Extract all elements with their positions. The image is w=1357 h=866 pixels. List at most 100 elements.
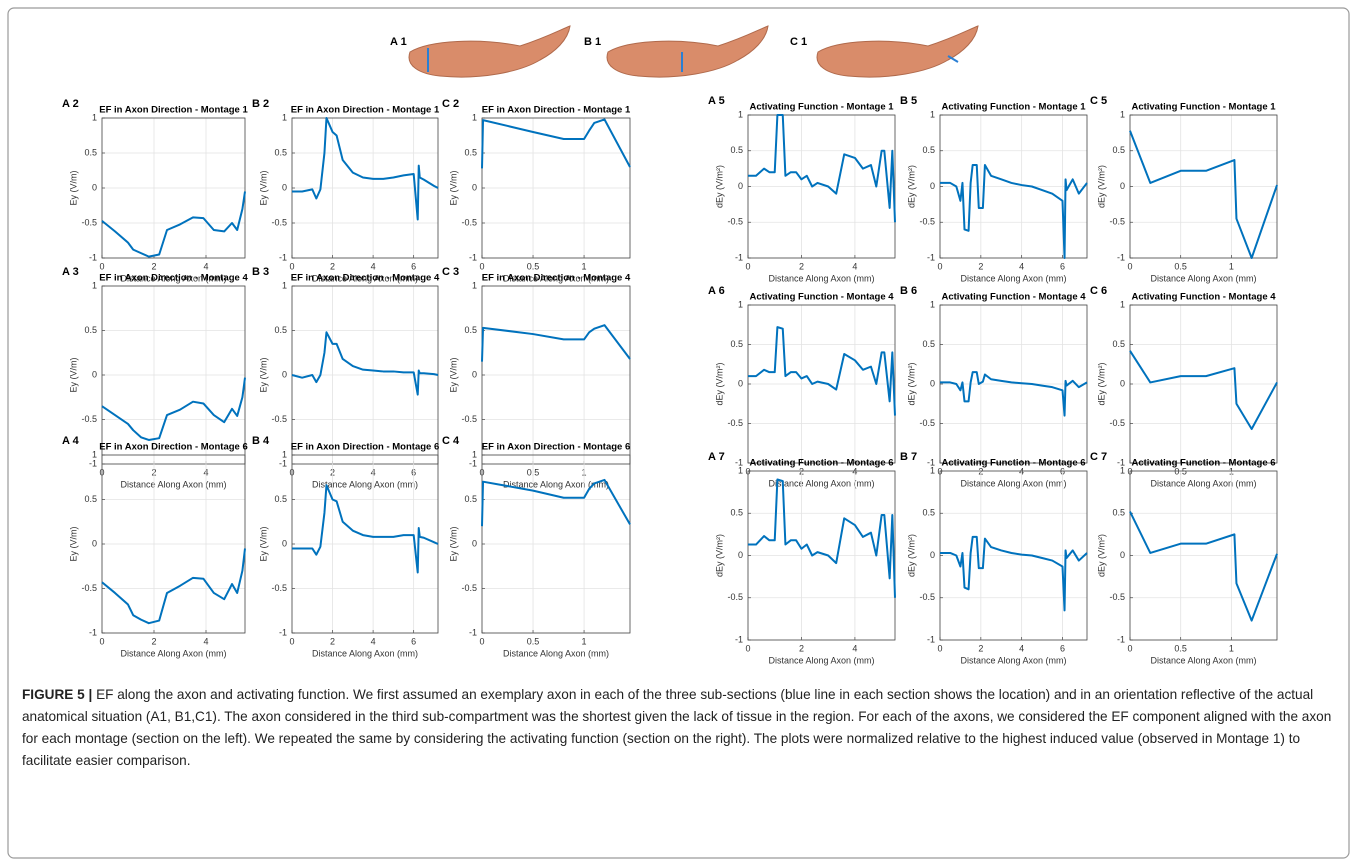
y-tick-label: 0 [472,182,477,192]
plot-frame [747,114,896,259]
x-tick-label: 4 [1019,643,1024,653]
y-tick-label: -0.5 [271,583,287,593]
y-tick-label: 1 [738,465,743,475]
x-tick-label: 0 [99,261,104,271]
x-axis-label: Distance Along Axon (mm) [503,479,609,489]
y-tick-label: -1 [89,627,97,637]
x-axis-label: Distance Along Axon (mm) [768,655,874,665]
caption-text: EF along the axon and activating functio… [22,687,1332,768]
data-line [748,114,896,223]
x-tick-label: 2 [151,261,156,271]
x-tick-label: 6 [1060,643,1065,653]
panel-label: C 3 [442,266,459,278]
y-tick-label: 1 [930,299,935,309]
y-axis-label: Ey (V/m) [448,357,458,392]
x-tick-label: 6 [411,261,416,271]
panel-label: C 6 [1090,285,1107,297]
x-tick-label: 4 [1019,261,1024,271]
y-tick-label: -0.5 [727,418,743,428]
image-label: A 1 [390,36,407,48]
y-tick-label: 1 [738,299,743,309]
plot-frame [939,114,1088,259]
x-tick-label: 1 [1229,261,1234,271]
x-tick-label: 4 [371,636,376,646]
x-tick-label: 2 [978,643,983,653]
y-tick-label: -1 [469,458,477,468]
y-tick-label: 1 [930,109,935,119]
y-axis-label: dEy (V/m²) [714,165,724,208]
x-tick-label: 0.5 [1174,261,1187,271]
data-line [940,164,1088,259]
y-tick-label: 0 [92,182,97,192]
y-tick-label: 0 [92,538,97,548]
y-tick-label: 0 [472,538,477,548]
y-tick-label: -1 [279,458,287,468]
y-tick-label: -0.5 [81,414,97,424]
x-axis-label: Distance Along Axon (mm) [312,273,418,283]
y-axis-label: Ey (V/m) [258,170,268,205]
y-tick-label: -1 [1117,252,1125,262]
y-tick-label: -0.5 [461,217,477,227]
plot-frame [747,304,896,464]
y-tick-label: 0 [930,550,935,560]
y-tick-label: -0.5 [81,583,97,593]
y-tick-label: -0.5 [271,414,287,424]
x-axis-label: Distance Along Axon (mm) [120,273,226,283]
y-tick-label: 0 [738,550,743,560]
data-line [101,191,246,258]
x-axis-label: Distance Along Axon (mm) [960,478,1066,488]
chart: 0 2 4 -1 -0.5 0 0.5 1 Activating Function - Mont… [708,451,896,665]
y-tick-label: 0 [738,181,743,191]
y-tick-label: -1 [735,634,743,644]
y-tick-label: -0.5 [1109,217,1125,227]
y-tick-label: -0.5 [919,418,935,428]
y-tick-label: -1 [1117,457,1125,467]
brain-image [408,25,571,78]
y-tick-label: -0.5 [1109,592,1125,602]
panel-label: B 7 [900,451,917,463]
chart-title: Activating Function - Montage 1 [941,102,1086,113]
y-tick-label: 0 [1120,181,1125,191]
x-axis-label: Distance Along Axon (mm) [1150,478,1256,488]
x-tick-label: 4 [852,261,857,271]
x-tick-label: 4 [371,261,376,271]
y-tick-label: -1 [89,252,97,262]
panel-label: B 4 [252,435,270,447]
axon-marker [947,55,959,63]
chart-title: EF in Axon Direction - Montage 6 [291,442,440,453]
panel-label: A 2 [62,98,79,110]
y-tick-label: 0.5 [274,147,287,157]
y-tick-label: -1 [927,634,935,644]
x-axis-label: Distance Along Axon (mm) [503,648,609,658]
y-tick-label: 0.5 [922,339,935,349]
y-tick-label: 0.5 [464,147,477,157]
y-tick-label: 0 [930,181,935,191]
x-tick-label: 2 [151,636,156,646]
y-axis-label: dEy (V/m²) [1096,165,1106,208]
y-axis-label: dEy (V/m²) [714,362,724,405]
data-line [292,484,439,574]
y-tick-label: -0.5 [1109,418,1125,428]
x-tick-label: 2 [330,636,335,646]
plot-frame [747,470,896,641]
x-tick-label: 2 [799,261,804,271]
y-tick-label: 1 [472,112,477,122]
data-line [1129,130,1278,259]
x-tick-label: 0.5 [527,636,540,646]
y-tick-label: -1 [469,627,477,637]
x-tick-label: 1 [1229,643,1234,653]
y-tick-label: 0 [1120,550,1125,560]
panel-label: A 3 [62,266,79,278]
data-line [291,331,439,396]
panel-label: B 5 [900,95,917,107]
plot-frame [481,454,631,634]
